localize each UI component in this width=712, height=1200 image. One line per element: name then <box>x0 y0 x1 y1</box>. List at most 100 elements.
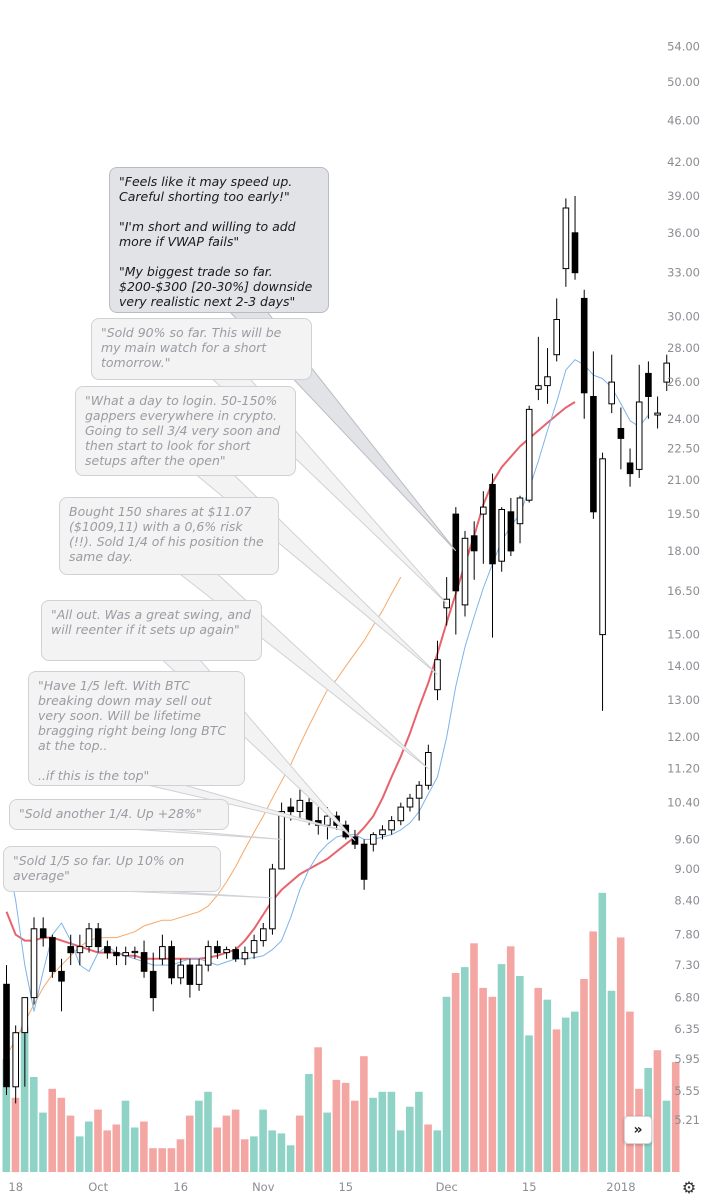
time-tick-label: Dec <box>436 1180 458 1194</box>
candle-body <box>278 811 285 870</box>
candle-body <box>434 659 441 691</box>
candle-body <box>654 412 661 416</box>
candle-body <box>113 952 120 957</box>
ema-slow-line <box>6 576 402 1056</box>
moving-averages-layer <box>5 359 649 1056</box>
volume-bar <box>424 1124 432 1172</box>
price-tick-label: 22.50 <box>667 442 700 456</box>
annotation-note: "Sold 1/5 so far. Up 10% on average" <box>3 846 221 892</box>
candle-body <box>590 396 597 513</box>
candle-body <box>425 752 432 786</box>
candle-body <box>232 949 239 960</box>
candle-body <box>186 964 194 985</box>
volume-bar <box>516 976 524 1172</box>
volume-bar <box>369 1097 377 1173</box>
candle-body <box>39 928 47 939</box>
candle-body <box>223 949 230 954</box>
time-tick-label: 15 <box>338 1180 353 1194</box>
volume-bar <box>39 1112 47 1172</box>
time-tick-label: Nov <box>252 1180 275 1194</box>
volume-bar <box>497 964 506 1172</box>
candle-body <box>553 319 561 356</box>
price-tick-label: 33.00 <box>667 266 700 280</box>
candle-body <box>498 509 505 562</box>
volume-bar <box>653 1050 662 1172</box>
price-tick-label: 21.00 <box>667 473 700 487</box>
price-tick-label: 16.50 <box>667 584 700 598</box>
price-tick-label: 7.80 <box>674 928 700 942</box>
price-tick-label: 26.00 <box>667 375 700 389</box>
candle-body <box>250 940 258 954</box>
volume-bar <box>607 990 616 1172</box>
candle-body <box>204 946 212 966</box>
candle-body <box>580 297 588 394</box>
volume-bar <box>240 1139 249 1172</box>
price-axis: 54.00 50.00 46.00 42.00 39.00 36.00 33.00 30.00… <box>667 40 700 1127</box>
candle-body <box>76 946 84 954</box>
volume-bar <box>2 1059 11 1172</box>
candle-body <box>489 484 496 565</box>
price-tick-label: 14.00 <box>667 659 700 673</box>
volume-bar <box>662 1100 671 1172</box>
price-tick-label: 13.00 <box>667 693 700 707</box>
candle-body <box>635 401 643 470</box>
time-tick-label: 2018 <box>606 1180 635 1194</box>
annotation-note: "Sold another 1/4. Up +28%" <box>9 799 229 830</box>
volume-bar <box>305 1074 313 1172</box>
volume-bar <box>396 1130 405 1172</box>
chart-settings-button[interactable]: ⚙ <box>679 1177 699 1197</box>
volume-bar <box>351 1100 359 1172</box>
candles-layer <box>3 196 671 1104</box>
candle-body <box>85 928 93 948</box>
volume-bar <box>48 1088 56 1172</box>
candle-body <box>214 946 221 954</box>
price-tick-label: 5.55 <box>674 1084 700 1098</box>
candle-body <box>452 513 460 592</box>
double-chevron-right-icon: » <box>633 1122 643 1138</box>
annotation-note: "Feels like it may speed up. Careful sho… <box>109 167 329 313</box>
volume-bar <box>231 1109 240 1172</box>
volume-bar <box>57 1097 66 1173</box>
candle-body <box>370 834 377 845</box>
volume-bar <box>341 1082 350 1172</box>
volume-bar <box>470 943 478 1172</box>
ema-mid-line <box>5 401 576 960</box>
time-tick-label: 18 <box>8 1180 23 1194</box>
price-tick-label: 39.00 <box>667 189 700 203</box>
volume-bar <box>167 1148 176 1172</box>
candle-body <box>571 232 579 274</box>
candle-body <box>140 952 148 972</box>
volume-bar <box>616 937 625 1172</box>
volume-bar <box>506 946 515 1172</box>
price-tick-label: 46.00 <box>667 113 700 127</box>
price-tick-label: 10.40 <box>667 796 700 810</box>
annotation-leader <box>129 828 282 840</box>
scroll-to-latest-button[interactable]: » <box>624 1116 652 1144</box>
candle-body <box>12 1032 19 1088</box>
price-tick-label: 54.00 <box>667 40 700 54</box>
price-tick-label: 6.80 <box>674 991 700 1005</box>
volume-bar <box>378 1091 387 1172</box>
price-tick-label: 7.30 <box>674 958 700 972</box>
price-tick-label: 50.00 <box>667 75 700 89</box>
candle-body <box>599 458 606 636</box>
time-axis: 18 Oct 16 Nov 15 Dec 15 2018 <box>8 1180 635 1194</box>
volume-bar <box>158 1148 166 1172</box>
volume-bar <box>250 1136 258 1172</box>
candle-body <box>626 462 634 475</box>
volume-bar <box>442 996 451 1172</box>
volume-layer <box>2 892 680 1173</box>
volume-bar <box>213 1127 221 1172</box>
annotation-leader <box>122 890 273 899</box>
price-tick-label: 28.00 <box>667 341 700 355</box>
volume-bar <box>415 1091 423 1172</box>
volume-bar <box>479 987 487 1172</box>
candle-body <box>195 964 203 985</box>
candle-body <box>617 428 625 439</box>
candle-body <box>168 946 175 979</box>
candle-body <box>507 511 515 552</box>
candle-body <box>260 928 267 942</box>
candle-body <box>296 799 304 813</box>
volume-bar <box>20 1026 29 1172</box>
